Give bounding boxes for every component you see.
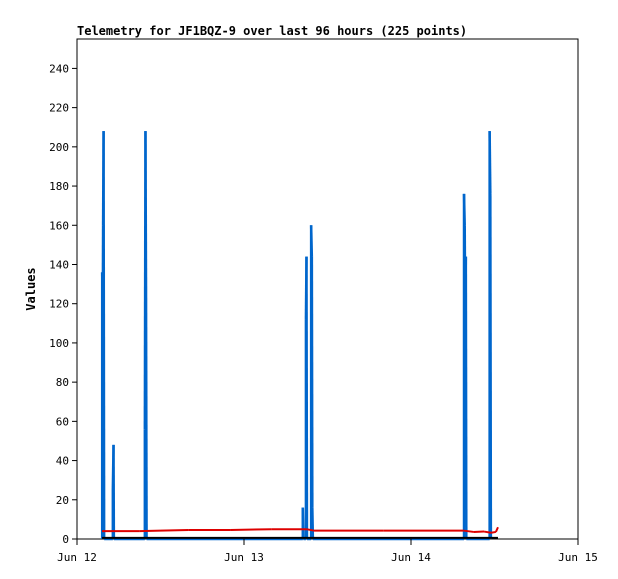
- x-tick-label: Jun 14: [391, 551, 431, 564]
- series-1-segment: [494, 526, 499, 533]
- series-0-segment: [309, 225, 314, 257]
- series-0-segment: [462, 193, 466, 226]
- y-tick-label: 160: [49, 219, 69, 232]
- y-tick-label: 0: [62, 533, 69, 546]
- chart-title: Telemetry for JF1BQZ-9 over last 96 hour…: [77, 24, 467, 38]
- y-tick-label: 80: [56, 376, 69, 389]
- y-tick-label: 120: [49, 298, 69, 311]
- y-tick-label: 200: [49, 141, 69, 154]
- y-tick-label: 140: [49, 258, 69, 271]
- series-0-segment: [144, 288, 148, 540]
- series-1-segment: [490, 530, 497, 534]
- x-tick-label: Jun 13: [224, 551, 264, 564]
- series-1-segment: [160, 528, 189, 532]
- series-layer: [100, 131, 499, 541]
- series-0-segment: [489, 193, 493, 540]
- series-0-segment: [102, 131, 106, 540]
- series-1-segment: [483, 530, 492, 534]
- series-1: [102, 526, 499, 534]
- series-0-segment: [311, 507, 315, 540]
- y-tick-label: 220: [49, 102, 69, 115]
- series-0-segment: [488, 131, 492, 194]
- series-1-segment: [306, 528, 314, 532]
- series-0: [100, 131, 493, 541]
- series-1-segment: [230, 528, 272, 531]
- y-tick-label: 100: [49, 337, 69, 350]
- plot-frame: [76, 38, 579, 540]
- y-tick-label: 180: [49, 180, 69, 193]
- series-1-segment: [139, 529, 161, 533]
- x-tick-label: Jun 12: [57, 551, 97, 564]
- y-tick-label: 60: [56, 415, 69, 428]
- y-axis-label: Values: [24, 267, 38, 310]
- series-1-segment: [463, 529, 474, 533]
- y-tick-label: 40: [56, 455, 69, 468]
- x-tick-label: Jun 15: [558, 551, 598, 564]
- y-tick-label: 240: [49, 62, 69, 75]
- x-axis: Jun 12 Jun 13 Jun 14 Jun 15: [57, 539, 598, 564]
- series-0-segment: [144, 131, 148, 289]
- y-axis: 0 20 40 60 80 100 120 140 160 180 200 220 240: [49, 62, 77, 546]
- series-0-segment: [301, 507, 305, 540]
- y-tick-label: 20: [56, 494, 69, 507]
